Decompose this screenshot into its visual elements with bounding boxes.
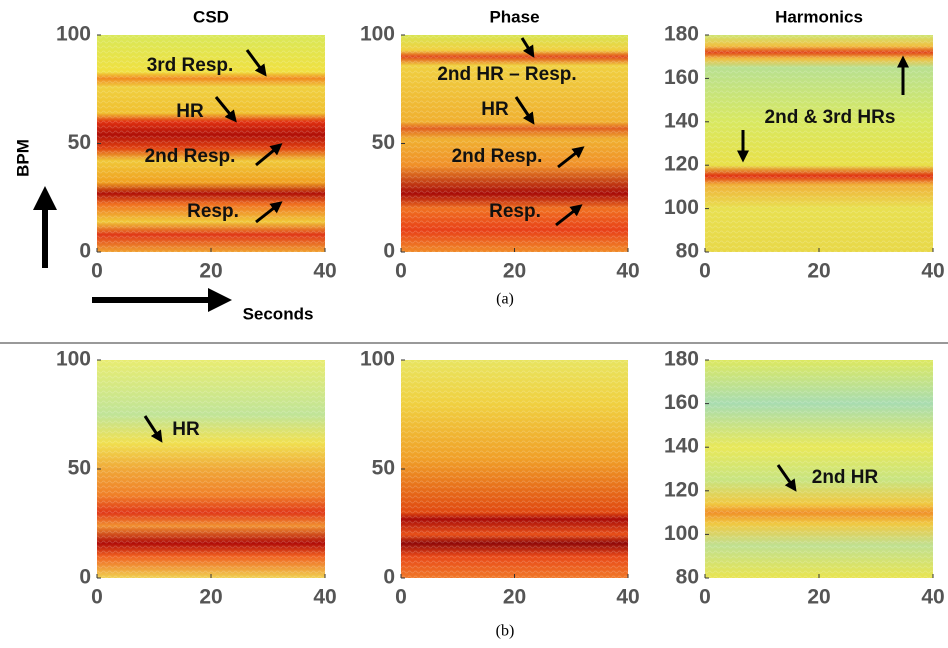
- y-axis-label: BPM: [13, 139, 32, 177]
- x-tick-label: 20: [199, 260, 222, 283]
- panel-title: Phase: [489, 7, 539, 26]
- x-tick-label: 0: [91, 586, 103, 609]
- x-tick-label: 20: [503, 260, 526, 283]
- x-tick-label: 40: [616, 260, 639, 283]
- heatmap-texture: [705, 35, 933, 252]
- x-tick-label: 0: [699, 260, 711, 283]
- annotation: 2nd & 3rd HRs: [765, 107, 896, 128]
- y-tick-label: 140: [664, 109, 699, 132]
- y-tick-label: 100: [56, 23, 91, 46]
- x-tick-label: 20: [503, 586, 526, 609]
- x-tick-label: 40: [921, 260, 944, 283]
- annotation: HR: [481, 99, 509, 120]
- heatmap-texture: [97, 360, 325, 578]
- arrow: [245, 49, 267, 77]
- annotation: HR: [172, 419, 200, 440]
- annotation: 3rd Resp.: [147, 55, 234, 76]
- x-tick-label: 0: [395, 260, 407, 283]
- annotation: Resp.: [187, 201, 239, 222]
- arrow: [214, 96, 237, 123]
- y-tick-label: 100: [664, 522, 699, 545]
- annotation: 2nd HR: [812, 467, 879, 488]
- y-tick-label: 0: [383, 240, 395, 263]
- y-tick-label: 160: [664, 391, 699, 414]
- x-tick-label: 0: [91, 260, 103, 283]
- y-tick-label: 100: [360, 23, 395, 46]
- y-tick-label: 100: [56, 348, 91, 371]
- heatmap-texture: [97, 35, 325, 252]
- annotations: 3rd Resp. HR 2nd Resp. Resp. 2nd HR – Re…: [143, 37, 909, 492]
- arrow: [776, 464, 797, 492]
- y-tick-label: 120: [664, 153, 699, 176]
- x-tick-label: 40: [313, 586, 336, 609]
- caption: (a): [496, 291, 514, 308]
- annotation: HR: [176, 101, 204, 122]
- y-tick-label: 0: [79, 240, 91, 263]
- x-tick-label: 40: [921, 586, 944, 609]
- heatmap-texture: [401, 35, 628, 252]
- y-tick-label: 50: [68, 457, 91, 480]
- annotation: 2nd HR – Resp.: [437, 64, 576, 85]
- annotation: 2nd Resp.: [452, 146, 543, 167]
- y-tick-label: 50: [372, 131, 395, 154]
- arrow: [555, 204, 583, 227]
- y-tick-label: 80: [676, 240, 699, 263]
- x-tick-label: 20: [807, 260, 830, 283]
- annotation: 2nd Resp.: [145, 146, 236, 167]
- arrow: [143, 415, 163, 443]
- arrow: [514, 96, 535, 125]
- y-tick-label: 50: [68, 131, 91, 154]
- x-tick-label: 0: [395, 586, 407, 609]
- x-tick-label: 40: [313, 260, 336, 283]
- x-tick-label: 20: [199, 586, 222, 609]
- heatmap-texture: [401, 360, 628, 578]
- y-tick-label: 100: [664, 196, 699, 219]
- arrow: [520, 37, 535, 58]
- arrow: [255, 201, 283, 224]
- y-tick-label: 100: [360, 348, 395, 371]
- y-tick-label: 120: [664, 478, 699, 501]
- panels: CSD 0 50 100 0 20 40 Phase 0 50 100 0 20 40 Harmonics 8…: [56, 7, 945, 608]
- x-tick-label: 0: [699, 586, 711, 609]
- panel-title: Harmonics: [775, 7, 863, 26]
- y-tick-label: 0: [79, 566, 91, 589]
- annotation: Resp.: [489, 201, 541, 222]
- caption: (b): [496, 623, 515, 640]
- x-axis-label: Seconds: [243, 304, 314, 323]
- y-tick-label: 160: [664, 66, 699, 89]
- panel-title: CSD: [193, 7, 229, 26]
- y-tick-label: 180: [664, 348, 699, 371]
- arrow: [255, 143, 283, 167]
- y-tick-label: 0: [383, 566, 395, 589]
- y-tick-label: 50: [372, 457, 395, 480]
- arrow: [557, 146, 585, 169]
- heatmap-texture: [705, 360, 933, 578]
- x-tick-label: 20: [807, 586, 830, 609]
- y-tick-label: 180: [664, 23, 699, 46]
- y-tick-label: 140: [664, 435, 699, 458]
- y-tick-label: 80: [676, 566, 699, 589]
- x-tick-label: 40: [616, 586, 639, 609]
